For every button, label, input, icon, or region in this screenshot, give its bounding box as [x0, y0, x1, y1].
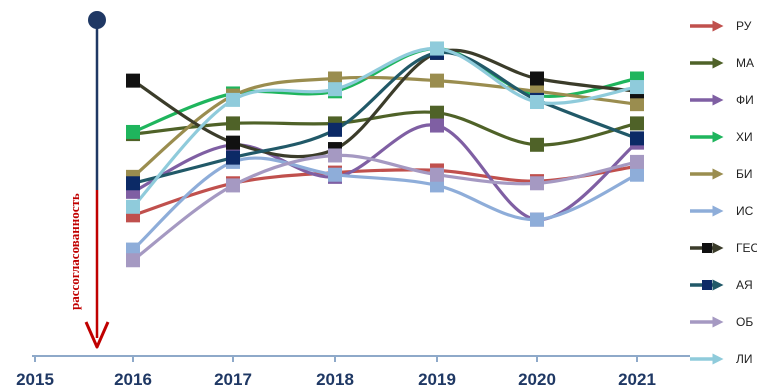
series-line-1	[131, 161, 643, 217]
legend-item: ХИ	[690, 130, 753, 144]
legend-label: ФИ	[736, 93, 754, 107]
data-point	[630, 97, 644, 112]
data-point	[126, 253, 140, 268]
legend-marker	[702, 243, 712, 253]
x-tick-label: 2015	[16, 370, 54, 388]
data-point	[530, 212, 544, 227]
data-point	[630, 154, 644, 169]
legend-label: ОБ	[736, 315, 753, 329]
data-point	[226, 116, 240, 131]
data-point	[530, 71, 544, 86]
data-point	[328, 167, 342, 182]
legend-item: АЯ	[690, 278, 753, 292]
data-point	[126, 199, 140, 214]
series-line-2	[131, 110, 643, 147]
data-point	[226, 92, 240, 107]
data-point	[328, 71, 342, 86]
legend-item: ЛИ	[690, 352, 753, 366]
data-point	[530, 95, 544, 110]
legend-item: ОБ	[690, 315, 753, 329]
series-line-9	[131, 153, 643, 262]
legend-label: МА	[736, 56, 754, 70]
data-point	[630, 131, 644, 146]
series-line-3	[131, 123, 642, 222]
data-point	[126, 73, 140, 88]
data-point	[226, 178, 240, 193]
data-point	[430, 105, 444, 120]
legend: РУ МА ФИ ХИ БИ ИС ГЕО АЯ ОБ ЛИ	[690, 19, 757, 366]
x-tick-label: 2020	[518, 370, 556, 388]
data-point	[328, 82, 342, 97]
data-point	[630, 167, 644, 182]
x-tick-label: 2018	[316, 370, 354, 388]
data-point	[126, 176, 140, 191]
data-point	[630, 80, 644, 95]
legend-item: БИ	[690, 167, 753, 181]
y-arrow-start-dot	[88, 11, 106, 29]
legend-label: ГЕО	[736, 241, 757, 255]
x-tick-label: 2019	[418, 370, 456, 388]
legend-label: РУ	[736, 19, 752, 33]
x-tick-label: 2021	[618, 370, 656, 388]
x-axis: 2015 2016 2017 2018 2019 2020 2021	[16, 355, 690, 388]
y-axis-label: рассогласованность	[67, 193, 82, 310]
data-point	[126, 124, 140, 139]
data-point	[530, 176, 544, 191]
series-line-7	[131, 48, 643, 159]
data-point	[226, 150, 240, 165]
data-point	[328, 148, 342, 163]
legend-label: ИС	[736, 204, 754, 218]
y-axis-indicator: рассогласованность	[67, 11, 110, 349]
legend-item: ГЕО	[690, 241, 757, 255]
x-tick-label: 2017	[214, 370, 252, 388]
legend-item: ИС	[690, 204, 754, 218]
legend-label: АЯ	[736, 278, 753, 292]
legend-label: ХИ	[736, 130, 753, 144]
data-point	[430, 118, 444, 133]
series-line-4	[131, 46, 643, 134]
data-point	[430, 41, 444, 56]
data-point	[630, 116, 644, 131]
legend-item: РУ	[690, 19, 752, 33]
data-point	[328, 122, 342, 137]
data-point	[226, 135, 240, 150]
legend-label: ЛИ	[736, 352, 753, 366]
legend-item: МА	[690, 56, 754, 70]
x-tick-label: 2016	[114, 370, 152, 388]
data-point	[430, 73, 444, 88]
series-line-6	[131, 156, 642, 252]
series-lines	[131, 46, 643, 262]
series-markers	[126, 41, 644, 268]
data-point	[430, 178, 444, 193]
data-point	[126, 242, 140, 257]
data-point	[430, 167, 444, 182]
legend-label: БИ	[736, 167, 753, 181]
legend-item: ФИ	[690, 93, 754, 107]
y-arrow-head	[84, 321, 110, 349]
legend-marker	[702, 280, 712, 290]
series-line-10	[131, 46, 643, 209]
series-line-5	[131, 75, 643, 179]
data-point	[530, 137, 544, 152]
